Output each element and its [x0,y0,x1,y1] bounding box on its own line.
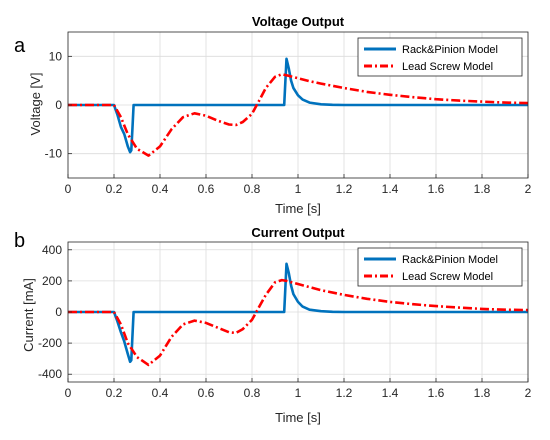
current-panel: b Current Output 0 0.2 0.4 0.6 0.8 1 1.2 1.4 1.6… [14,225,532,425]
panel-letter-a: a [14,35,26,57]
voltage-ticks: 0 0.2 0.4 0.6 0.8 1 1.2 1.4 1.6 1.8 2 -10 0 10 [45,49,532,196]
current-legend: Rack&Pinion Model Lead Screw Model [357,247,523,287]
current-x-tick-label: 1.4 [382,386,399,400]
current-y-axis-label: Current [mA] [21,278,36,352]
voltage-x-tick-label: 0.4 [152,182,169,196]
current-legend-label-rack-pinion: Rack&Pinion Model [402,254,498,266]
voltage-x-axis-label: Time [s] [275,201,321,216]
current-x-tick-label: 1.8 [474,386,491,400]
current-x-tick-label: 0.8 [244,386,261,400]
voltage-legend: Rack&Pinion Model Lead Screw Model [357,37,523,77]
voltage-series-lines [68,57,529,157]
current-series-line-rack-pinion [68,262,528,364]
voltage-x-tick-label: 0.8 [244,182,261,196]
current-x-tick-label: 0 [65,386,72,400]
voltage-panel: a Voltage Output 0 0.2 0.4 0.6 0.8 1 1.2 1.4 1.6… [14,14,532,216]
current-chart-title: Current Output [251,225,345,240]
current-y-tick-label: 400 [42,243,62,257]
current-x-tick-label: 2 [525,386,532,400]
current-series-line-lead-screw [68,278,529,367]
voltage-y-tick-label: -10 [45,147,63,161]
voltage-x-tick-label: 0 [65,182,72,196]
voltage-y-tick-label: 0 [55,98,62,112]
voltage-x-tick-label: 1.2 [336,182,353,196]
voltage-legend-box [357,37,523,77]
voltage-legend-label-rack-pinion: Rack&Pinion Model [402,44,498,56]
current-y-tick-label: -400 [38,367,62,381]
voltage-x-tick-label: 1.6 [428,182,445,196]
voltage-y-tick-label: 10 [49,49,63,63]
current-x-tick-label: 1.6 [428,386,445,400]
current-y-tick-label: 200 [42,274,62,288]
current-y-tick-label: -200 [38,336,62,350]
voltage-x-tick-label: 2 [525,182,532,196]
voltage-x-tick-label: 1 [295,182,302,196]
voltage-series-line-rack-pinion [68,57,528,154]
current-series-lines [68,262,529,367]
current-x-tick-label: 0.6 [198,386,215,400]
panel-letter-b: b [14,230,25,252]
current-x-tick-label: 0.4 [152,386,169,400]
voltage-x-tick-label: 1.8 [474,182,491,196]
current-legend-box [357,247,523,287]
voltage-y-axis-label: Voltage [V] [28,73,43,136]
voltage-chart-title: Voltage Output [252,14,345,29]
current-x-axis-label: Time [s] [275,410,321,425]
voltage-legend-label-lead-screw: Lead Screw Model [402,61,493,73]
voltage-x-tick-label: 0.2 [106,182,123,196]
current-x-tick-label: 0.2 [106,386,123,400]
current-x-tick-label: 1.2 [336,386,353,400]
current-y-tick-label: 0 [55,305,62,319]
voltage-series-line-lead-screw [68,73,529,157]
current-x-tick-label: 1 [295,386,302,400]
voltage-x-tick-label: 1.4 [382,182,399,196]
current-legend-label-lead-screw: Lead Screw Model [402,271,493,283]
voltage-x-tick-label: 0.6 [198,182,215,196]
current-ticks: 0 0.2 0.4 0.6 0.8 1 1.2 1.4 1.6 1.8 2 -400 -200 0 200 4… [38,243,532,400]
